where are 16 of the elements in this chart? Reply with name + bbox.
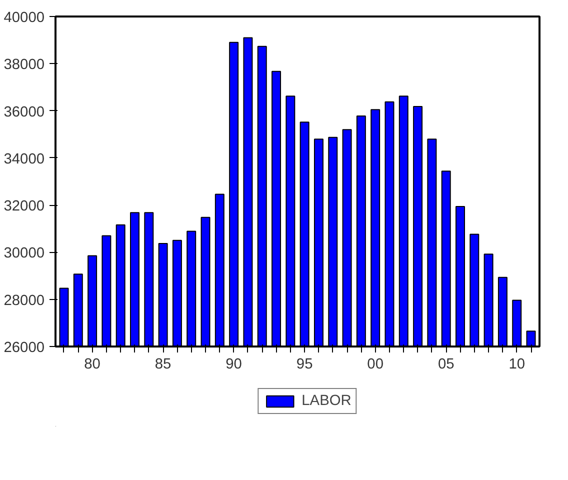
y-tick-label: 34000 bbox=[4, 151, 45, 168]
x-tick-label: 10 bbox=[508, 356, 526, 372]
y-tick-label: 36000 bbox=[4, 104, 45, 120]
x-tick-label: 80 bbox=[84, 356, 100, 372]
x-tick-label: 05 bbox=[438, 356, 454, 372]
y-tick-label: 26000 bbox=[4, 340, 45, 356]
y-tick-label: 28000 bbox=[4, 292, 45, 309]
x-tick-label: 00 bbox=[367, 356, 384, 372]
x-tick-label: 95 bbox=[296, 356, 313, 372]
y-tick-label: 30000 bbox=[4, 246, 45, 262]
x-tick-label: 90 bbox=[226, 356, 242, 372]
y-tick-label: 38000 bbox=[4, 57, 45, 74]
y-tick-label: 32000 bbox=[4, 198, 45, 215]
x-tick-label: 85 bbox=[154, 356, 172, 372]
legend-label: LABOR bbox=[302, 393, 352, 409]
y-tick-label: 40000 bbox=[4, 10, 45, 26]
